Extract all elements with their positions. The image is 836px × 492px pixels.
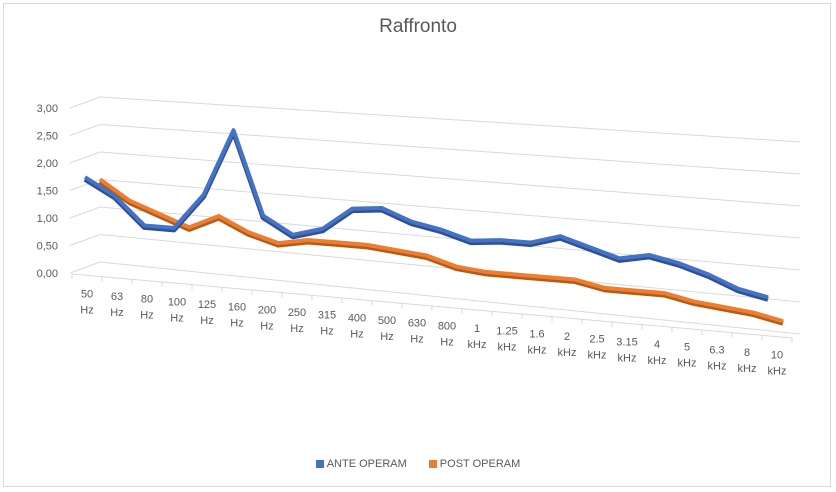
x-tick-label: 3.15 kHz: [616, 336, 637, 364]
legend-item-ante: ANTE OPERAM: [315, 458, 407, 470]
gridline: [99, 261, 801, 335]
x-tick-label: 4 kHz: [648, 339, 667, 367]
gridline: [99, 124, 801, 175]
x-tick-label: 630 Hz: [408, 318, 426, 346]
x-tick-label: 10 kHz: [768, 350, 787, 378]
x-tick-label: 2 kHz: [558, 331, 577, 359]
side-gridline: [69, 261, 101, 274]
x-tick-label: 8 kHz: [738, 347, 757, 375]
series-line-post: [98, 177, 784, 324]
x-tick-label: 63 Hz: [110, 291, 123, 319]
x-tick-label: 315 Hz: [318, 310, 336, 338]
side-gridline: [69, 206, 101, 219]
side-gridline: [69, 96, 101, 109]
x-tick-label: 1.25 kHz: [496, 326, 517, 354]
legend-label-post: POST OPERAM: [439, 458, 521, 470]
y-tick-label: 3,00: [37, 103, 58, 115]
y-tick-label: 0,00: [37, 268, 58, 280]
legend-swatch-post: [428, 460, 437, 468]
chart-title: Raffronto: [379, 16, 457, 37]
side-gridline: [69, 151, 101, 164]
x-tick-label: 160 Hz: [228, 302, 246, 330]
x-tick-label: 200 Hz: [258, 304, 276, 332]
y-tick-label: 0,50: [37, 241, 58, 253]
series-line-ante: [83, 128, 769, 300]
x-tick-label: 5 kHz: [678, 342, 697, 370]
x-tick-label: 400 Hz: [348, 312, 366, 340]
x-tick-label: 2.5 kHz: [588, 334, 607, 362]
x-tick-label: 500 Hz: [378, 315, 396, 343]
side-gridline: [69, 234, 101, 246]
legend: ANTE OPERAM POST OPERAM: [0, 458, 836, 470]
gridline: [99, 151, 801, 207]
legend-label-ante: ANTE OPERAM: [326, 458, 407, 470]
x-tick-label: 250 Hz: [288, 307, 306, 335]
x-tick-label: 125 Hz: [198, 299, 216, 327]
y-tick-label: 2,50: [37, 131, 58, 143]
gridline: [99, 206, 801, 271]
x-tick-label: 80 Hz: [140, 294, 153, 322]
legend-item-post: POST OPERAM: [428, 458, 521, 470]
y-tick-label: 1,00: [37, 213, 58, 225]
x-tick-label: 800 Hz: [438, 320, 456, 348]
side-gridline: [69, 124, 101, 136]
x-tick-label: 100 Hz: [168, 296, 186, 324]
legend-swatch-ante: [315, 460, 324, 468]
y-tick-label: 1,50: [37, 186, 58, 198]
gridline: [99, 96, 801, 143]
x-tick-label: 50 Hz: [80, 288, 93, 316]
chart-area: [3, 3, 831, 487]
y-tick-label: 2,00: [37, 158, 58, 170]
x-tick-label: 1.6 kHz: [528, 328, 547, 356]
x-tick-label: 6.3 kHz: [708, 344, 727, 372]
gridline: [99, 179, 801, 239]
x-tick-label: 1 kHz: [468, 323, 487, 351]
